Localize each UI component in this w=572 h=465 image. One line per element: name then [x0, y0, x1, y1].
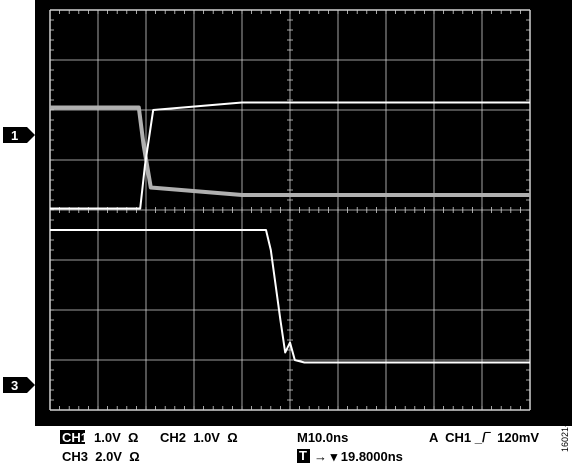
- marker-label: 1: [11, 128, 18, 143]
- marker-box: [3, 127, 35, 143]
- timebase-readout: M10.0ns: [297, 430, 348, 445]
- trigger-readout: A CH1 _/‾ 120mV: [429, 430, 539, 445]
- ch1-setting: 1.0V Ω: [94, 430, 138, 445]
- trigger-position: → ▾ 19.8000ns: [314, 449, 403, 464]
- waveform-traces: [50, 101, 530, 364]
- channel-markers: 13: [3, 127, 35, 393]
- channel-marker-3: 3: [3, 377, 35, 393]
- ch3-setting: CH3 2.0V Ω: [62, 449, 140, 464]
- marker-box: [3, 377, 35, 393]
- ch1-badge-box: [60, 430, 85, 444]
- screen-background: [35, 0, 572, 426]
- trigger-badge-box: [297, 449, 310, 463]
- figure-id: 16021-022: [560, 409, 570, 452]
- trace-2: [50, 101, 530, 210]
- channel-marker-1: 1: [3, 127, 35, 143]
- ch2-setting: CH2 1.0V Ω: [160, 430, 238, 445]
- trace-3: [50, 229, 530, 364]
- marker-label: 3: [11, 378, 18, 393]
- trigger-badge: T: [299, 448, 307, 463]
- graticule: [49, 9, 531, 411]
- trace-1: [50, 105, 530, 197]
- ch1-badge: CH1: [62, 430, 88, 445]
